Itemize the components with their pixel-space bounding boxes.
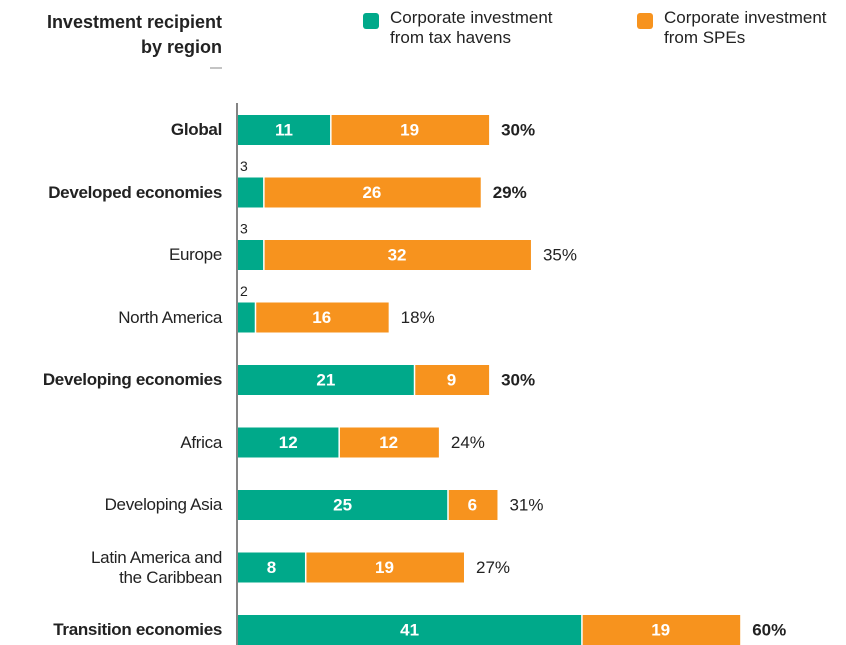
category-label: Developing economies (42, 370, 222, 389)
bar-segment (264, 240, 531, 270)
total-label: 35% (543, 245, 577, 264)
value-label: 2 (240, 283, 248, 299)
category-label: Africa (180, 432, 222, 452)
total-label: 60% (752, 620, 786, 639)
total-label: 31% (509, 495, 543, 514)
bar-segment (238, 615, 582, 645)
value-label: 8 (267, 558, 276, 577)
value-label: 19 (375, 558, 394, 577)
category-label: Transition economies (53, 620, 222, 639)
value-label: 19 (651, 620, 670, 639)
bar-segment (238, 490, 448, 520)
value-label: 26 (362, 183, 381, 202)
bar-segment (448, 490, 498, 520)
bar-segment (238, 115, 331, 145)
legend-swatch (637, 13, 653, 29)
value-label: 3 (240, 221, 248, 237)
value-label: 3 (240, 158, 248, 174)
category-label: Global (170, 120, 222, 139)
bar-segment (339, 427, 439, 458)
total-label: 29% (493, 183, 527, 202)
value-label: 12 (379, 433, 398, 452)
value-label: 19 (400, 120, 419, 139)
category-label: Developed economies (48, 182, 222, 202)
category-label: Europe (168, 245, 222, 264)
value-label: 21 (316, 370, 335, 389)
value-label: 16 (312, 308, 331, 327)
total-label: 30% (501, 370, 535, 389)
bar-segment (264, 177, 481, 208)
legend-label: Corporate investment from tax havens (390, 8, 553, 47)
bar-segment (238, 302, 255, 333)
bar-segment (331, 115, 490, 145)
category-label: Developing Asia (104, 495, 223, 514)
value-label: 11 (275, 120, 293, 139)
header-title: Investment recipient by region (46, 12, 222, 57)
value-label: 6 (468, 495, 477, 514)
legend-swatch (363, 13, 379, 29)
bar-segment (238, 177, 264, 208)
bar-segment (238, 427, 339, 458)
bar-segment (238, 240, 264, 270)
bar-segment (582, 615, 741, 645)
value-label: 12 (279, 433, 298, 452)
value-label: 25 (333, 495, 352, 514)
total-label: 30% (501, 120, 535, 139)
bar-segment (256, 302, 389, 333)
bar-segment (306, 552, 464, 583)
value-label: 32 (388, 245, 407, 264)
bar-segment (238, 552, 305, 583)
value-label: 41 (400, 620, 419, 639)
total-label: 18% (401, 308, 435, 327)
category-label: North America (118, 307, 222, 327)
category-label: Latin America and the Caribbean (91, 547, 222, 587)
legend-label: Corporate investment from SPEs (664, 8, 827, 47)
bar-segment (238, 365, 414, 395)
total-label: 27% (476, 558, 510, 577)
value-label: 9 (447, 370, 456, 389)
bar-segment (415, 365, 490, 395)
total-label: 24% (451, 433, 485, 452)
